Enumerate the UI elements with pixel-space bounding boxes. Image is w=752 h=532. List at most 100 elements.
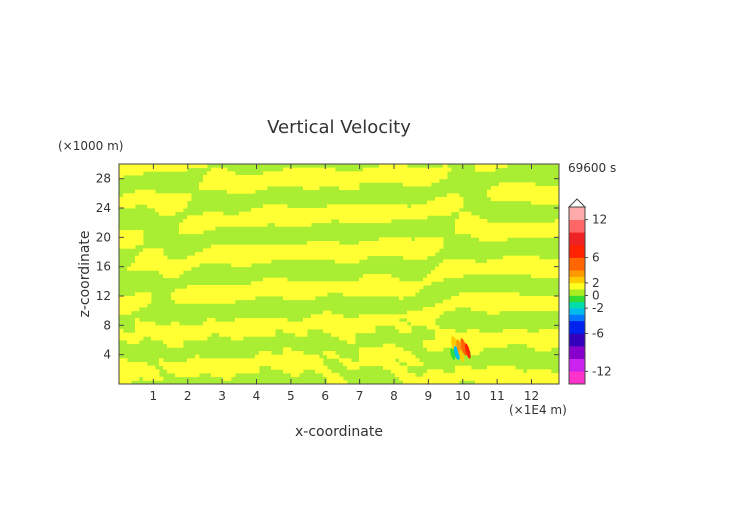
field-cell <box>419 252 424 257</box>
field-cell <box>463 296 468 301</box>
field-cell <box>159 208 164 213</box>
field-cell <box>359 241 364 246</box>
field-cell <box>191 332 196 337</box>
field-cell <box>227 358 232 363</box>
field-cell <box>275 281 280 286</box>
field-cell <box>167 208 172 213</box>
field-cell <box>287 358 292 363</box>
field-cell <box>163 340 168 345</box>
field-cell <box>263 204 268 209</box>
field-cell <box>183 329 188 334</box>
field-cell <box>555 343 559 348</box>
field-cell <box>379 164 384 169</box>
field-cell <box>495 310 500 315</box>
field-cell <box>379 288 384 293</box>
field-cell <box>443 336 448 341</box>
field-cell <box>183 193 188 198</box>
field-cell <box>419 167 424 172</box>
field-cell <box>167 325 172 330</box>
field-cell <box>471 340 476 345</box>
field-cell <box>267 362 272 367</box>
field-cell <box>255 318 260 323</box>
field-cell <box>379 171 384 176</box>
field-cell <box>203 182 208 187</box>
field-cell <box>311 208 316 213</box>
field-cell <box>331 211 336 216</box>
field-cell <box>179 292 184 297</box>
field-cell <box>331 351 336 356</box>
field-cell <box>451 373 456 378</box>
field-cell <box>539 230 544 235</box>
field-cell <box>227 365 232 370</box>
field-cell <box>327 369 332 374</box>
field-cell <box>495 222 500 227</box>
field-cell <box>427 244 432 249</box>
field-cell <box>299 351 304 356</box>
field-cell <box>451 263 456 268</box>
field-cell <box>527 222 532 227</box>
field-cell <box>239 219 244 224</box>
field-cell <box>255 365 260 370</box>
field-cell <box>515 376 520 381</box>
field-cell <box>547 233 552 238</box>
field-cell <box>371 211 376 216</box>
field-cell <box>287 255 292 260</box>
field-cell <box>239 285 244 290</box>
field-cell <box>203 164 208 169</box>
field-cell <box>139 167 144 172</box>
field-cell <box>175 274 180 279</box>
field-cell <box>295 215 300 220</box>
field-cell <box>295 296 300 301</box>
field-cell <box>219 186 224 191</box>
field-cell <box>423 248 428 253</box>
field-cell <box>515 292 520 297</box>
field-cell <box>215 167 220 172</box>
field-cell <box>255 252 260 257</box>
field-cell <box>119 167 124 172</box>
field-cell <box>191 259 196 264</box>
field-cell <box>543 274 548 279</box>
field-cell <box>471 292 476 297</box>
field-cell <box>315 358 320 363</box>
field-cell <box>275 215 280 220</box>
field-cell <box>515 197 520 202</box>
field-cell <box>279 277 284 282</box>
field-cell <box>183 197 188 202</box>
field-cell <box>439 175 444 180</box>
field-cell <box>399 237 404 242</box>
field-cell <box>215 178 220 183</box>
field-cell <box>439 211 444 216</box>
field-cell <box>171 343 176 348</box>
field-cell <box>383 288 388 293</box>
field-cell <box>283 255 288 260</box>
field-cell <box>215 325 220 330</box>
field-cell <box>351 255 356 260</box>
field-cell <box>535 263 540 268</box>
field-cell <box>231 171 236 176</box>
field-cell <box>227 178 232 183</box>
field-cell <box>475 303 480 308</box>
field-cell <box>527 226 532 231</box>
field-cell <box>539 189 544 194</box>
field-cell <box>543 226 548 231</box>
field-cell <box>263 329 268 334</box>
field-cell <box>271 292 276 297</box>
field-cell <box>535 343 540 348</box>
field-cell <box>531 226 536 231</box>
field-cell <box>203 321 208 326</box>
field-cell <box>147 369 152 374</box>
field-cell <box>515 332 520 337</box>
field-cell <box>223 325 228 330</box>
field-cell <box>491 167 496 172</box>
field-cell <box>267 281 272 286</box>
field-cell <box>451 259 456 264</box>
field-cell <box>335 380 340 384</box>
field-cell <box>159 270 164 275</box>
field-cell <box>403 292 408 297</box>
field-cell <box>287 178 292 183</box>
field-cell <box>459 263 464 268</box>
field-cell <box>311 244 316 249</box>
field-cell <box>475 351 480 356</box>
field-cell <box>451 303 456 308</box>
field-cell <box>339 376 344 381</box>
